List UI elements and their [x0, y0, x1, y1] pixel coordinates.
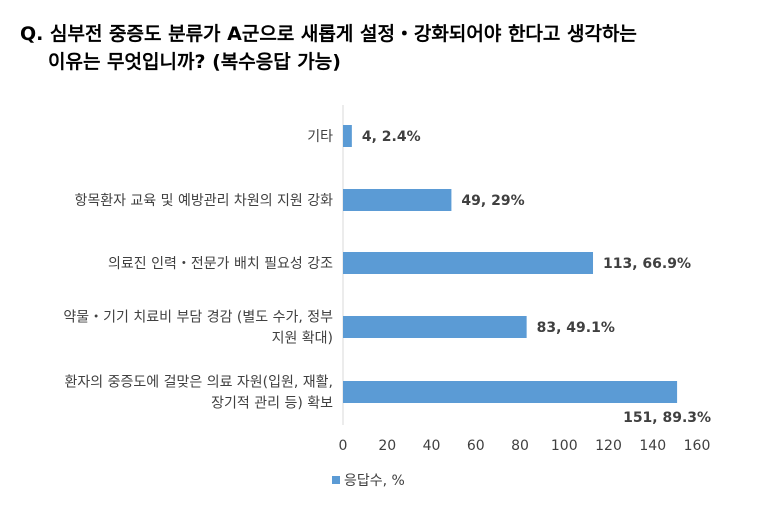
- title-line-1: Q. 심부전 중증도 분류가 A군으로 새롭게 설정・강화되어야 한다고 생각하…: [20, 23, 637, 45]
- legend-swatch: [332, 476, 340, 484]
- x-tick-label: 160: [684, 438, 711, 454]
- bar: [343, 189, 452, 211]
- category-label: 기타: [307, 129, 333, 145]
- x-tick-label: 0: [339, 438, 348, 454]
- legend-label: 응답수, %: [344, 473, 405, 489]
- x-tick-label: 80: [511, 438, 529, 454]
- x-tick-label: 120: [595, 438, 622, 454]
- bar: [343, 316, 527, 338]
- category-label: 환자의 중증도에 걸맞은 의료 자원(입원, 재활,: [65, 375, 333, 391]
- bar: [343, 125, 352, 147]
- category-label: 의료진 인력・전문가 배치 필요성 강조: [108, 256, 333, 272]
- category-label: 항목환자 교육 및 예방관리 차원의 지원 강화: [74, 193, 333, 209]
- x-tick-label: 60: [467, 438, 485, 454]
- legend: 응답수, %: [332, 470, 405, 490]
- category-label: 약물・기기 치료비 부담 경감 (별도 수가, 정부: [63, 310, 333, 326]
- data-label: 4, 2.4%: [362, 129, 421, 145]
- category-label: 장기적 관리 등) 확보: [211, 396, 333, 412]
- data-label: 83, 49.1%: [537, 320, 615, 336]
- x-tick-label: 20: [378, 438, 396, 454]
- bar: [343, 381, 678, 403]
- x-tick-label: 140: [639, 438, 666, 454]
- x-tick-label: 100: [551, 438, 578, 454]
- data-label: 113, 66.9%: [603, 256, 691, 272]
- chart-title: Q. 심부전 중증도 분류가 A군으로 새롭게 설정・강화되어야 한다고 생각하…: [20, 20, 637, 76]
- data-label: 151, 89.3%: [623, 410, 711, 426]
- bar: [343, 252, 594, 274]
- x-tick-label: 40: [423, 438, 441, 454]
- title-line-2: 이유는 무엇입니까? (복수응답 가능): [48, 51, 341, 73]
- category-label: 지원 확대): [272, 331, 333, 347]
- data-label: 49, 29%: [461, 193, 524, 209]
